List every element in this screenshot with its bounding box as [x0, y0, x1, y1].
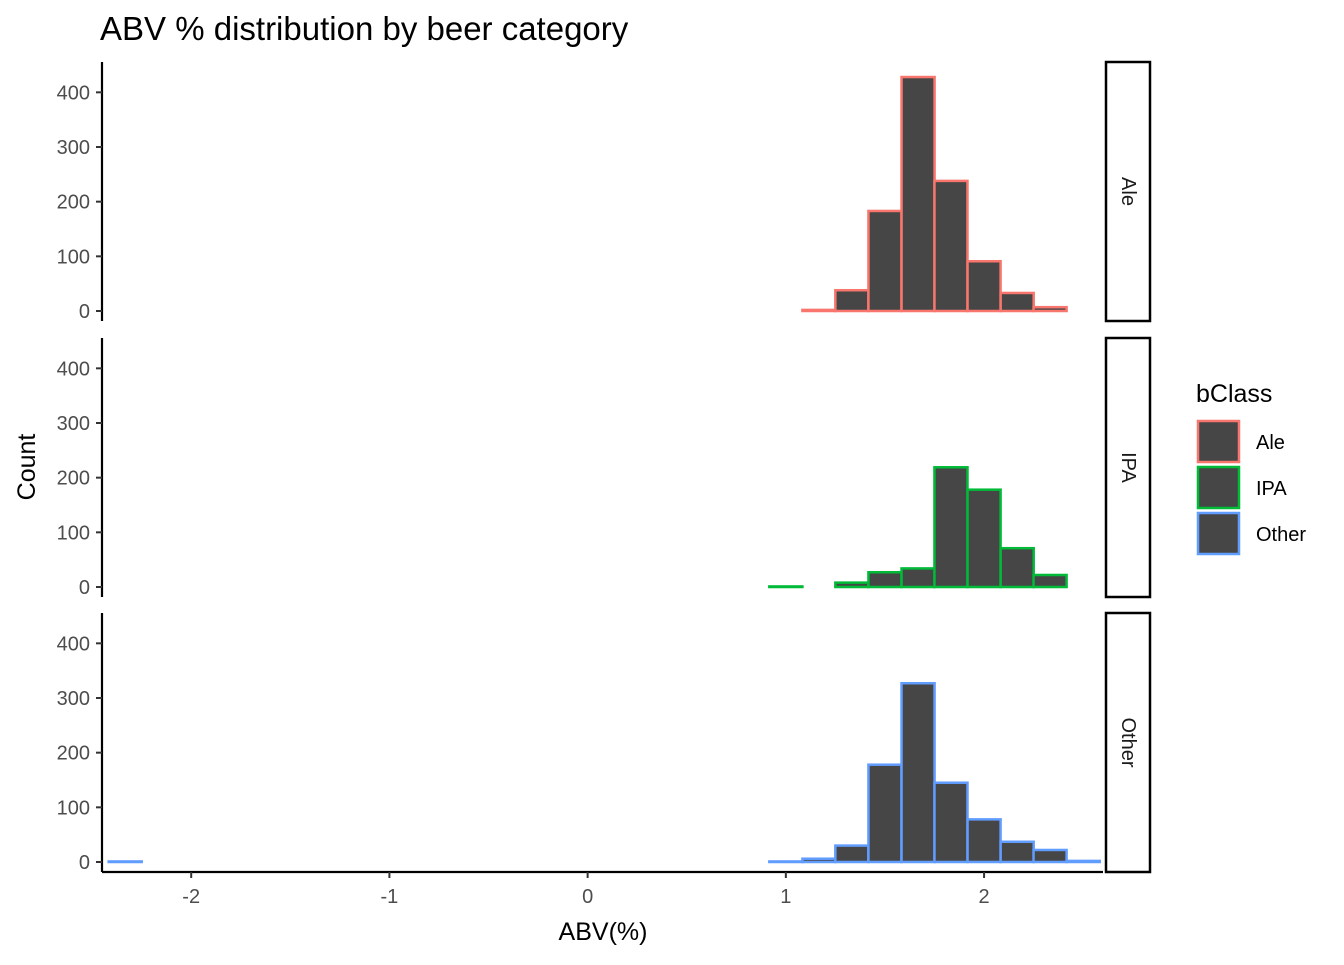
bar: [867, 763, 903, 864]
facet-strip-label: IPA: [1117, 452, 1139, 483]
facet-panel-other: 0 100 200 300 400 Other: [57, 611, 1152, 874]
bar: [768, 860, 804, 864]
y-tick-label: 0: [79, 577, 90, 599]
bar: [999, 840, 1035, 864]
bar: [768, 585, 804, 589]
bar: [867, 570, 903, 589]
legend-key-other: [1196, 511, 1241, 556]
bar: [1065, 859, 1101, 864]
legend-title: bClass: [1196, 380, 1272, 408]
x-axis: -2 -1 0 1 2: [102, 870, 1103, 908]
bar: [801, 857, 837, 864]
facet-panel-ale: 0 100 200 300 400 Ale: [57, 60, 1152, 323]
y-tick-label: 100: [57, 246, 90, 268]
y-tick-label: 100: [57, 797, 90, 819]
legend-key-ale: [1196, 419, 1241, 464]
legend-key-ipa: [1196, 465, 1241, 510]
facet-strip-label: Other: [1117, 717, 1139, 767]
x-tick-label: -1: [381, 886, 399, 908]
bar: [801, 308, 837, 313]
y-tick-label: 300: [57, 137, 90, 159]
bar: [966, 818, 1002, 864]
y-tick-label: 200: [57, 743, 90, 765]
bar: [1032, 848, 1068, 864]
bar: [900, 75, 936, 313]
bar: [867, 209, 903, 313]
facet-panels: 0 100 200 300 400 Ale 0 100 200 300 400 IPA 0 100 200 3…: [57, 60, 1152, 874]
x-tick-label: 1: [780, 886, 791, 908]
bar: [933, 781, 969, 864]
bar: [834, 581, 870, 589]
legend: bClass Ale IPA Other: [1196, 380, 1306, 556]
legend-label-ipa: IPA: [1256, 478, 1287, 500]
bar: [966, 488, 1002, 589]
x-tick-label: 0: [582, 886, 593, 908]
bar: [900, 567, 936, 589]
bar: [107, 860, 143, 864]
bar: [1032, 305, 1068, 313]
chart-title: ABV % distribution by beer category: [100, 10, 629, 47]
y-tick-label: 200: [57, 192, 90, 214]
x-tick-label: -2: [182, 886, 200, 908]
y-tick-label: 400: [57, 358, 90, 380]
bar: [933, 466, 969, 589]
x-axis-title: ABV(%): [559, 918, 648, 946]
y-tick-label: 300: [57, 413, 90, 435]
y-tick-label: 400: [57, 82, 90, 104]
legend-label-other: Other: [1256, 524, 1306, 546]
y-axis-title: Count: [13, 434, 41, 501]
bar: [933, 179, 969, 313]
bar: [966, 260, 1002, 313]
bar: [834, 844, 870, 864]
y-tick-label: 100: [57, 522, 90, 544]
y-tick-label: 400: [57, 633, 90, 655]
legend-label-ale: Ale: [1256, 432, 1285, 454]
facet-strip-label: Ale: [1117, 177, 1139, 206]
facet-strip: [1104, 336, 1152, 599]
bar: [999, 291, 1035, 313]
y-tick-label: 0: [79, 852, 90, 874]
y-tick-label: 300: [57, 688, 90, 710]
x-tick-label: 2: [979, 886, 990, 908]
bar: [900, 681, 936, 864]
y-tick-label: 200: [57, 468, 90, 490]
facet-strip: [1104, 60, 1152, 323]
bar: [834, 288, 870, 313]
bar: [999, 546, 1035, 589]
facet-strip: [1104, 611, 1152, 874]
bar: [1032, 573, 1068, 589]
facet-panel-ipa: 0 100 200 300 400 IPA: [57, 336, 1152, 599]
y-tick-label: 0: [79, 301, 90, 323]
